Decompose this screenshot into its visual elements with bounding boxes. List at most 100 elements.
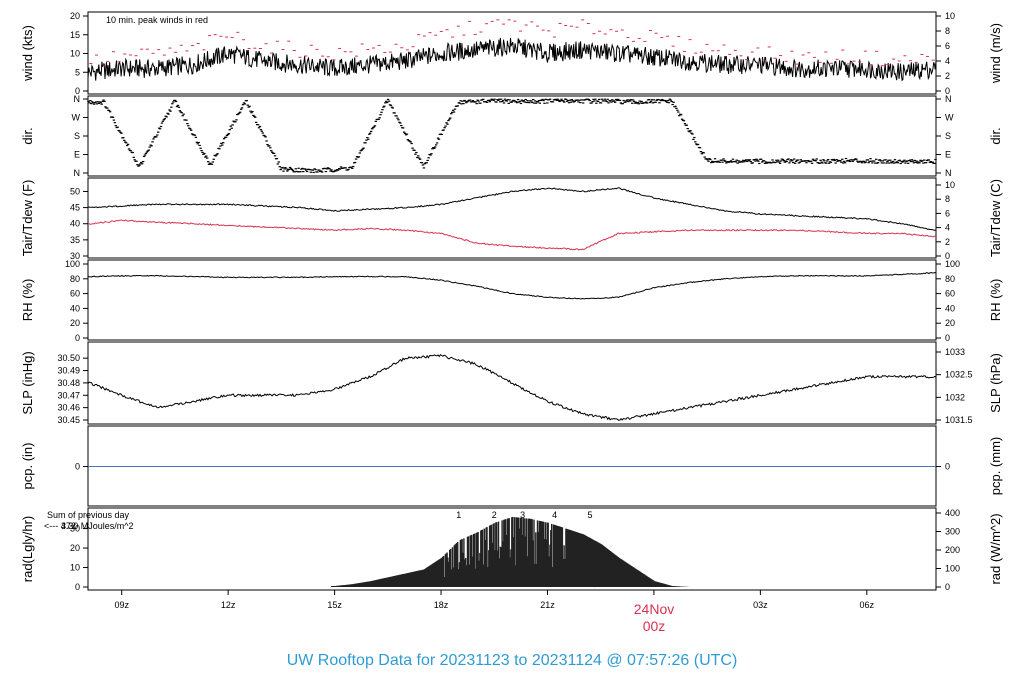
rad-bar bbox=[514, 565, 517, 587]
x-axis: 09z 12z 15z 18z 21z 03z 06z bbox=[114, 590, 875, 610]
ylabel-right-rh: RH (%) bbox=[988, 279, 1003, 322]
rad-bar bbox=[381, 578, 383, 587]
rad-bar bbox=[395, 575, 398, 587]
rad-bar bbox=[511, 517, 513, 587]
rad-bar bbox=[658, 582, 660, 587]
rad-bar bbox=[371, 580, 374, 587]
rad-bar bbox=[372, 580, 375, 587]
rad-bar bbox=[643, 574, 645, 587]
ytick-label-left: 50 bbox=[70, 186, 80, 196]
rad-bar bbox=[509, 557, 511, 587]
rad-bar bbox=[622, 560, 625, 587]
ylabel-left-rh: RH (%) bbox=[20, 279, 35, 322]
ytick-label-right: 40 bbox=[945, 303, 955, 313]
rad-bar bbox=[627, 563, 629, 587]
rad-bar bbox=[429, 565, 431, 587]
rad-bar bbox=[353, 583, 355, 587]
rad-bar bbox=[672, 586, 674, 587]
rad-bar bbox=[666, 584, 668, 587]
ylabel-left-slp: SLP (inHg) bbox=[20, 351, 35, 414]
rad-bar bbox=[465, 565, 468, 587]
rad-bar bbox=[677, 586, 680, 587]
rad-bar bbox=[493, 523, 495, 587]
rad-bar bbox=[669, 585, 671, 587]
rad-bar bbox=[467, 536, 469, 587]
rad-bar bbox=[506, 518, 509, 587]
rad-bar bbox=[363, 582, 365, 587]
ytick-label-right: 1033 bbox=[945, 347, 965, 357]
rad-bar bbox=[617, 557, 619, 587]
rad-bar bbox=[597, 542, 599, 587]
rad-bar bbox=[580, 533, 582, 587]
rad-bar bbox=[547, 522, 549, 587]
rad-bar bbox=[663, 583, 666, 587]
rad-bar bbox=[490, 524, 493, 587]
rad-bar bbox=[491, 542, 493, 587]
ytick-label-left: N bbox=[74, 94, 81, 104]
rad-bar bbox=[355, 583, 357, 587]
rad-bar bbox=[652, 580, 654, 587]
rad-bar bbox=[492, 523, 494, 587]
ytick-label-right: 0 bbox=[945, 462, 950, 472]
rad-bar bbox=[478, 560, 480, 587]
ytick-label-right: 1031.5 bbox=[945, 415, 973, 425]
rad-bar bbox=[606, 548, 609, 587]
ytick-label-left: 45 bbox=[70, 203, 80, 213]
rad-bar bbox=[581, 533, 583, 587]
rad-bar bbox=[596, 541, 598, 587]
rad-bar bbox=[553, 524, 556, 587]
rad-bar bbox=[337, 585, 339, 587]
rad-bar bbox=[347, 584, 349, 587]
rad-bar bbox=[613, 553, 615, 587]
rad-bar bbox=[543, 521, 545, 587]
xtick-label: 06z bbox=[860, 600, 875, 610]
rad-bar bbox=[637, 570, 639, 587]
rad-bar bbox=[571, 530, 573, 587]
rad-bar bbox=[479, 552, 481, 587]
rad-bar bbox=[654, 581, 657, 587]
rad-bar bbox=[534, 563, 536, 587]
ytick-label-right: 400 bbox=[945, 508, 960, 518]
rad-bar bbox=[473, 533, 476, 587]
ytick-label-left: 30 bbox=[70, 251, 80, 261]
rad-bar bbox=[576, 532, 579, 587]
rad-bar bbox=[517, 517, 519, 587]
ytick-label-left: 0 bbox=[75, 86, 80, 96]
panel-rh: RH (%) RH (%) 0 20 40 60 80 100 0 20 40 60 80 100 bbox=[20, 259, 1003, 343]
rad-bar bbox=[593, 540, 595, 587]
ytick-label-left: 20 bbox=[70, 543, 80, 553]
ytick-label-right: 300 bbox=[945, 527, 960, 537]
rad-bar bbox=[510, 549, 512, 587]
ytick-label-left: 30.46 bbox=[57, 403, 80, 413]
ytick-label-left: 10 bbox=[70, 563, 80, 573]
ytick-label-right: 10 bbox=[945, 180, 955, 190]
rad-bar bbox=[377, 579, 379, 587]
rad-bar bbox=[595, 541, 597, 587]
rad-bar bbox=[537, 531, 540, 587]
rad-bar bbox=[630, 566, 633, 587]
rad-bar bbox=[454, 544, 456, 587]
rad-bar bbox=[599, 543, 602, 587]
rad-bar bbox=[572, 530, 574, 587]
rad-bar bbox=[433, 562, 436, 587]
rad-bar bbox=[416, 571, 418, 587]
rad-bar bbox=[409, 572, 411, 587]
rad-bar bbox=[676, 586, 678, 587]
rad-bar bbox=[340, 585, 343, 587]
rad-bar bbox=[464, 559, 466, 587]
panel-wind: wind (kts) wind (m/s) 0 5 10 15 20 0 2 4 6 8 10 10 mi… bbox=[20, 11, 1003, 96]
ytick-label-left: 30.49 bbox=[57, 366, 80, 376]
rad-bar bbox=[610, 551, 612, 587]
rad-bar bbox=[559, 526, 562, 587]
rad-bar bbox=[488, 550, 490, 587]
panel-pcp: pcp. (in) pcp. (mm) 0 0 bbox=[20, 425, 1003, 507]
rad-bar bbox=[360, 582, 362, 587]
rad-bar bbox=[564, 559, 566, 587]
series-line-SLP bbox=[87, 354, 937, 421]
rad-bar bbox=[612, 553, 614, 587]
midnight-time-label: 00z bbox=[643, 618, 666, 634]
rad-bar bbox=[603, 546, 605, 587]
rad-bar bbox=[367, 581, 369, 587]
rad-bar bbox=[577, 532, 579, 587]
rad-bar bbox=[659, 582, 661, 587]
